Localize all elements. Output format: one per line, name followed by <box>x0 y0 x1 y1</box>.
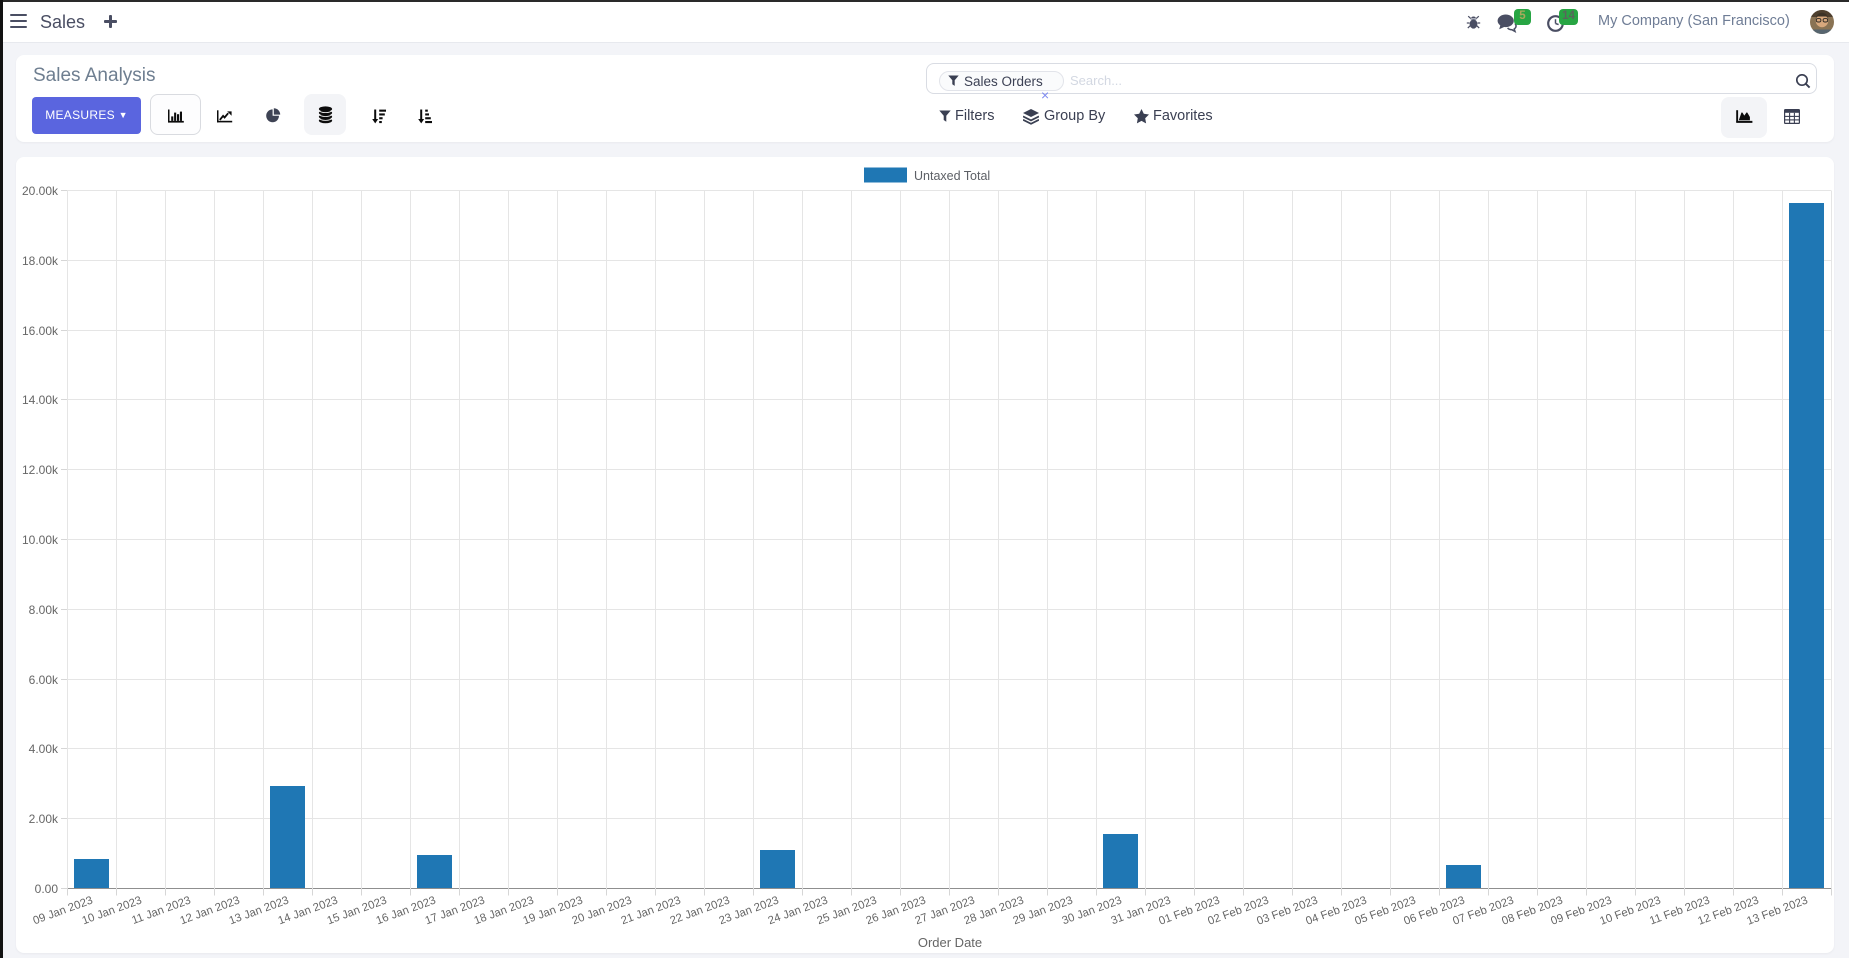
svg-text:16.00k: 16.00k <box>22 324 59 338</box>
svg-text:Order Date: Order Date <box>918 935 982 950</box>
svg-text:14.00k: 14.00k <box>22 393 59 407</box>
svg-text:6.00k: 6.00k <box>29 673 59 687</box>
svg-text:20.00k: 20.00k <box>22 184 59 198</box>
svg-text:12.00k: 12.00k <box>22 463 59 477</box>
svg-text:Untaxed Total: Untaxed Total <box>914 169 990 183</box>
svg-text:18.00k: 18.00k <box>22 254 59 268</box>
svg-text:4.00k: 4.00k <box>29 742 59 756</box>
svg-text:2.00k: 2.00k <box>29 812 59 826</box>
svg-text:0.00: 0.00 <box>35 882 59 896</box>
svg-text:10.00k: 10.00k <box>22 533 59 547</box>
svg-text:8.00k: 8.00k <box>29 603 59 617</box>
